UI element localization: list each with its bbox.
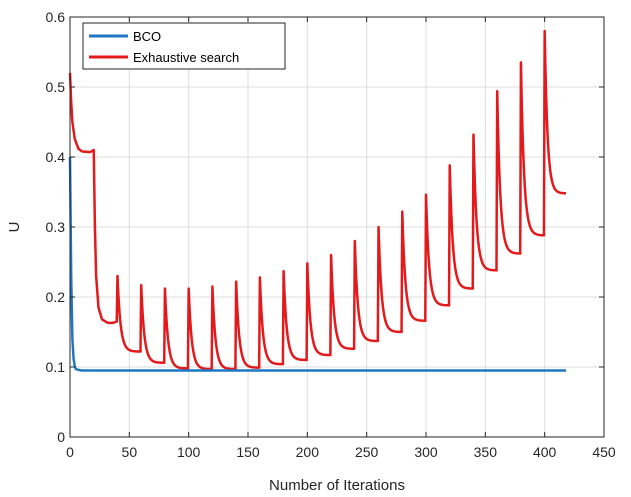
x-tick-label: 0 [66, 444, 74, 460]
y-tick-label: 0.3 [46, 219, 66, 235]
series-line-bco [68, 156, 567, 372]
x-tick-label: 150 [236, 444, 260, 460]
y-tick-label: 0.6 [46, 9, 66, 25]
x-tick-label: 400 [533, 444, 557, 460]
y-tick-label: 0.2 [46, 289, 66, 305]
x-tick-label: 350 [474, 444, 498, 460]
legend-box [82, 22, 286, 70]
x-tick-label: 200 [296, 444, 320, 460]
series-line-exhaustive-search [68, 29, 567, 371]
x-tick-label: 450 [592, 444, 616, 460]
x-tick-label: 50 [122, 444, 138, 460]
x-axis-ticks: 0 50 100 150 200 250 300 350 400 450 [66, 17, 616, 460]
legend: BCO Exhaustive search [82, 22, 286, 70]
y-tick-label: 0.4 [46, 149, 66, 165]
x-tick-label: 100 [177, 444, 201, 460]
y-axis-title: U [6, 222, 23, 233]
y-tick-label: 0.5 [46, 79, 66, 95]
legend-label-bco: BCO [133, 29, 161, 44]
x-axis-title: Number of Iterations [269, 477, 405, 494]
y-axis-ticks: 0 0.1 0.2 0.3 0.4 0.5 0.6 [46, 9, 604, 445]
plot-area [68, 29, 567, 372]
legend-label-exhaustive-search: Exhaustive search [133, 50, 239, 65]
y-tick-label: 0 [57, 429, 65, 445]
x-tick-label: 300 [414, 444, 438, 460]
y-tick-label: 0.1 [46, 359, 66, 375]
x-tick-label: 250 [355, 444, 379, 460]
